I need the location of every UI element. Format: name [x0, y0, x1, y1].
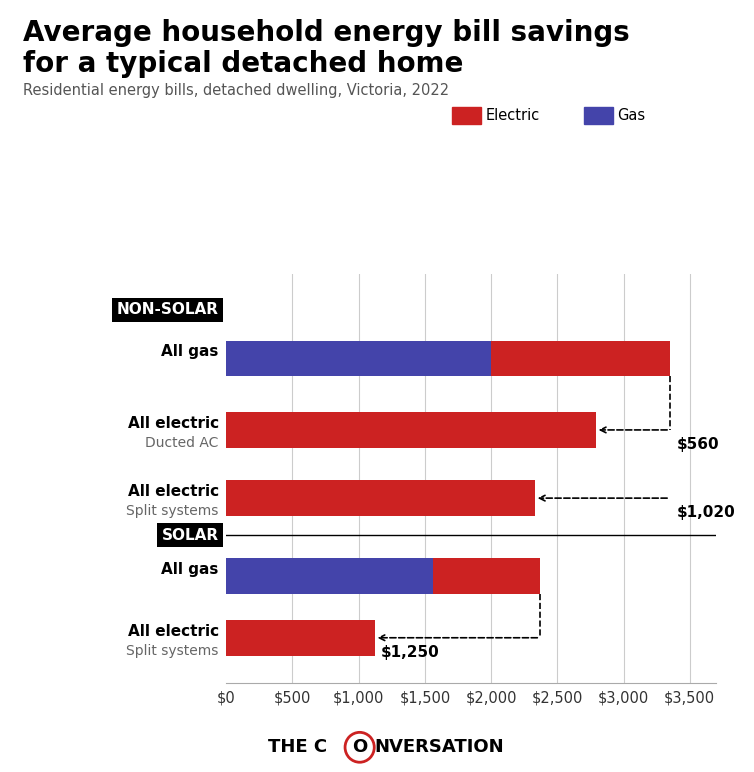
- Bar: [226, 480, 535, 516]
- Bar: [433, 558, 540, 594]
- Text: Split systems: Split systems: [127, 644, 219, 658]
- Text: $1,250: $1,250: [382, 645, 440, 659]
- Text: Split systems: Split systems: [127, 504, 219, 518]
- Bar: [226, 340, 491, 377]
- Text: Electric: Electric: [486, 108, 540, 124]
- Text: SOLAR: SOLAR: [161, 527, 219, 543]
- Text: $560: $560: [676, 437, 719, 452]
- Text: $1,020: $1,020: [676, 505, 735, 520]
- Text: THE C: THE C: [268, 738, 326, 757]
- Text: All electric: All electric: [127, 624, 219, 638]
- Text: Average household energy bill savings: Average household energy bill savings: [23, 19, 630, 47]
- Text: O: O: [352, 738, 367, 757]
- Text: for a typical detached home: for a typical detached home: [23, 50, 463, 78]
- Bar: [226, 620, 375, 655]
- Text: Gas: Gas: [618, 108, 645, 124]
- Text: All gas: All gas: [161, 562, 219, 577]
- Text: NVERSATION: NVERSATION: [375, 738, 504, 757]
- Text: All gas: All gas: [161, 344, 219, 360]
- Text: Residential energy bills, detached dwelling, Victoria, 2022: Residential energy bills, detached dwell…: [23, 83, 449, 97]
- Text: Ducted AC: Ducted AC: [146, 436, 219, 450]
- Bar: [226, 558, 433, 594]
- Bar: [226, 412, 596, 448]
- Text: All electric: All electric: [127, 416, 219, 431]
- Text: All electric: All electric: [127, 484, 219, 499]
- Text: NON-SOLAR: NON-SOLAR: [117, 303, 219, 317]
- Bar: [491, 340, 670, 377]
